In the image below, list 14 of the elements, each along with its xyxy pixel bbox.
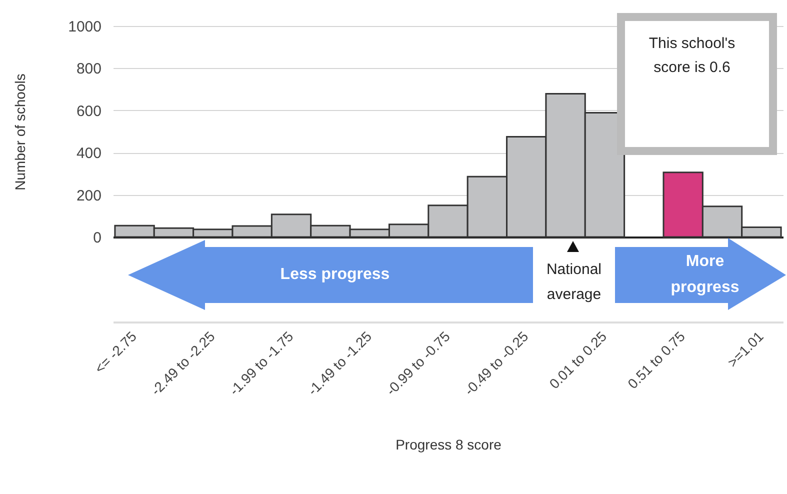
text: More progress (670, 252, 740, 298)
y-tick-label: 400 (76, 145, 102, 162)
y-tick-label: 600 (76, 102, 102, 120)
x-tick-label: 0.51 to 0.75 (624, 328, 688, 392)
y-tick-label: 1000 (68, 18, 102, 36)
y-axis-title: Number of schools (12, 74, 28, 190)
y-tick-label: 0 (93, 230, 102, 246)
text: National average (533, 257, 615, 307)
x-tick-label: 0.01 to 0.25 (546, 328, 610, 392)
text: Less progress (279, 265, 391, 285)
x-axis-title: Progress 8 score (396, 436, 502, 452)
annotation: This school's score is 0.6 (648, 34, 736, 78)
y-tick-label: 200 (76, 187, 102, 204)
y-tick-label: 800 (76, 60, 102, 78)
